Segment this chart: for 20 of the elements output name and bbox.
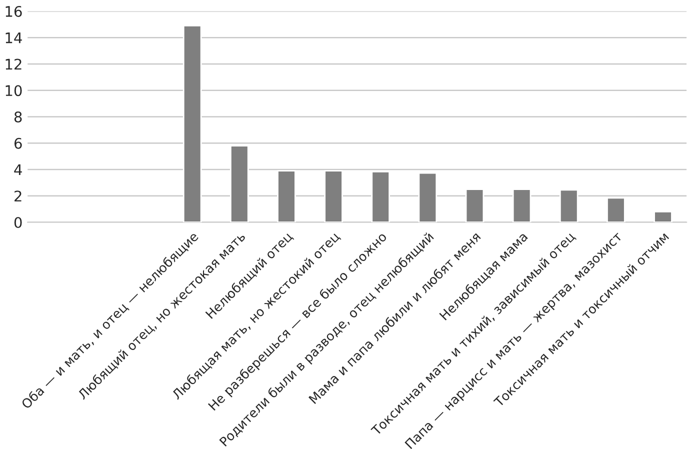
y-tick-label: 14 [6, 32, 22, 44]
y-tick-label: 4 [14, 164, 22, 176]
bar [277, 170, 296, 222]
y-tick-label: 10 [6, 85, 22, 96]
bar [182, 25, 202, 222]
y-tick-label: 8 [14, 111, 22, 122]
bar [654, 211, 672, 222]
bar [559, 189, 578, 222]
bar [606, 197, 626, 222]
y-tick-label: 6 [14, 138, 22, 149]
y-tick-label: 2 [14, 190, 22, 202]
bar [230, 145, 249, 222]
y-tick-label: 0 [14, 216, 22, 228]
bar [418, 172, 438, 222]
bar [512, 188, 532, 222]
y-tick-label: 16 [6, 6, 22, 17]
bar [324, 170, 343, 222]
y-tick-label: 12 [6, 58, 22, 70]
bar [371, 171, 390, 222]
bar [465, 188, 484, 222]
